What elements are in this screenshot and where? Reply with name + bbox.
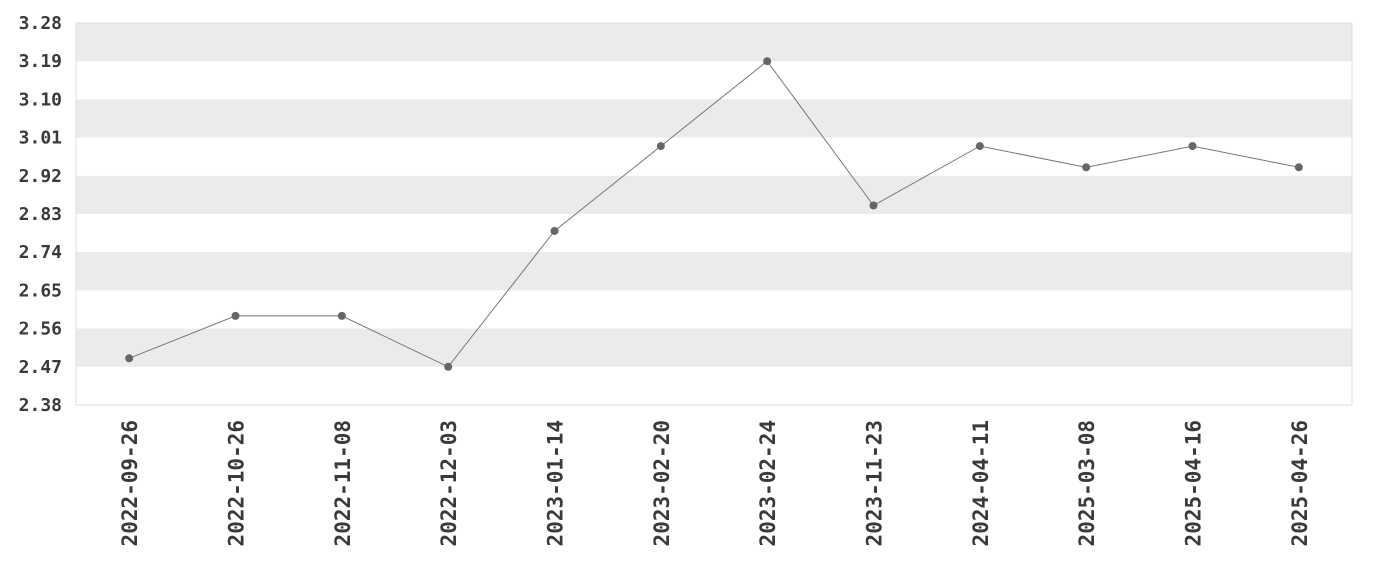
y-tick-label: 2.83 [19, 204, 62, 225]
x-axis: 2022-09-26 2022-10-26 2022-11-08 2022-12-03… [118, 420, 1312, 546]
y-tick-label: 2.92 [19, 166, 62, 187]
x-tick-label: 2023-01-14 [544, 420, 568, 546]
y-tick-label: 3.01 [19, 128, 62, 149]
x-tick-label: 2025-03-08 [1075, 420, 1099, 546]
data-point [231, 311, 240, 320]
grid-band [76, 23, 1352, 62]
x-tick-label: 2024-04-11 [969, 420, 993, 546]
data-point [1188, 142, 1197, 151]
x-tick-label: 2023-11-23 [863, 420, 887, 546]
x-tick-label: 2025-04-26 [1288, 420, 1312, 546]
data-point [125, 354, 134, 363]
x-tick-label: 2023-02-20 [650, 420, 674, 546]
y-tick-label: 2.47 [19, 357, 62, 378]
x-tick-label: 2023-02-24 [756, 420, 780, 546]
y-tick-label: 2.65 [19, 280, 62, 301]
grid-bands [76, 23, 1352, 367]
data-point [869, 201, 878, 210]
grid-band [76, 99, 1352, 138]
data-point [1294, 163, 1303, 172]
data-point [444, 362, 453, 371]
data-point [337, 311, 346, 320]
y-tick-label: 2.56 [19, 319, 62, 340]
x-tick-label: 2025-04-16 [1182, 420, 1206, 546]
y-tick-label: 3.28 [19, 13, 62, 34]
grid-band [76, 328, 1352, 367]
x-tick-label: 2022-10-26 [225, 420, 249, 546]
data-point [763, 57, 772, 66]
data-point [1082, 163, 1091, 172]
plot-border [75, 22, 1353, 406]
grid-band [76, 175, 1352, 214]
data-point [550, 226, 559, 235]
x-tick-label: 2022-12-03 [437, 420, 461, 546]
x-tick-label: 2022-11-08 [331, 420, 355, 546]
data-point [975, 142, 984, 151]
series-line [128, 60, 1299, 368]
data-points [125, 57, 1303, 371]
y-tick-label: 2.74 [19, 242, 63, 263]
grid-band [76, 252, 1352, 291]
x-tick-label: 2022-09-26 [118, 420, 142, 546]
data-point [656, 142, 665, 151]
y-tick-label: 2.38 [19, 395, 62, 416]
y-axis: 2.38 2.47 2.56 2.65 2.74 2.83 2.92 3.01 3.10 3.19… [19, 13, 63, 416]
y-tick-label: 3.19 [19, 51, 62, 72]
y-tick-label: 3.10 [19, 89, 62, 110]
